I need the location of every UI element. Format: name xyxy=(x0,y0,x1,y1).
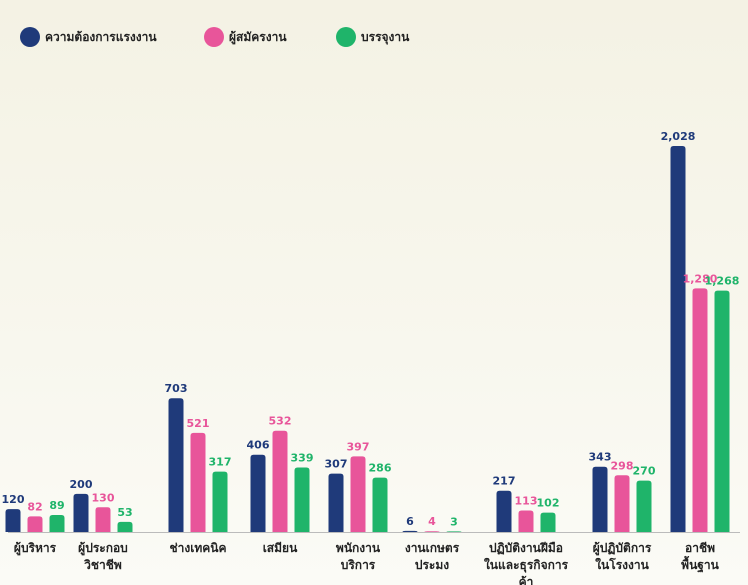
bar xyxy=(191,433,206,532)
data-label: 270 xyxy=(633,465,656,478)
legend-label: ผู้สมัครงาน xyxy=(229,28,287,47)
data-label: 120 xyxy=(2,493,25,506)
bar xyxy=(50,515,65,532)
data-label: 3 xyxy=(450,515,458,528)
data-label: 113 xyxy=(515,494,538,507)
data-label: 89 xyxy=(49,499,64,512)
data-label: 317 xyxy=(209,456,232,469)
data-label: 343 xyxy=(589,451,612,464)
bar xyxy=(251,455,266,532)
bar xyxy=(447,531,462,532)
data-label: 4 xyxy=(428,515,436,528)
data-label: 703 xyxy=(165,382,188,395)
bar xyxy=(28,516,43,532)
plot: 12082 89 20013053 703 521 317 406 532 339 307 397 2… xyxy=(0,0,748,585)
data-label: 521 xyxy=(187,417,210,430)
bar xyxy=(273,431,288,532)
legend-item: บรรจุงาน xyxy=(336,27,409,47)
legend-label: บรรจุงาน xyxy=(361,28,409,47)
legend-swatch xyxy=(336,27,356,47)
bar xyxy=(693,288,708,532)
bar xyxy=(295,467,310,532)
x-tick-label: ปฏิบัติงานฝีมือ ในและธุรกิจการค้า xyxy=(478,540,574,585)
bar xyxy=(74,494,89,532)
bar xyxy=(637,481,652,532)
data-label: 532 xyxy=(269,415,292,428)
bar xyxy=(671,146,686,532)
data-label: 217 xyxy=(493,475,516,488)
data-label: 1,268 xyxy=(705,275,740,288)
data-label: 2,028 xyxy=(661,130,696,143)
bar xyxy=(403,531,418,532)
legend-item: ผู้สมัครงาน xyxy=(204,27,287,47)
data-label: 82 xyxy=(27,500,42,513)
data-label: 397 xyxy=(347,440,370,453)
bar xyxy=(541,513,556,532)
data-label: 307 xyxy=(325,458,348,471)
bar xyxy=(169,398,184,532)
data-label: 339 xyxy=(291,451,314,464)
x-tick-label: อาชีพ พื้นฐาน xyxy=(652,540,748,574)
bar xyxy=(118,522,133,532)
bar xyxy=(715,291,730,532)
bar xyxy=(96,507,111,532)
bar xyxy=(351,456,366,532)
data-label: 53 xyxy=(117,506,132,519)
data-label: 298 xyxy=(611,459,634,472)
data-label: 6 xyxy=(406,515,414,528)
legend-swatch xyxy=(204,27,224,47)
data-label: 286 xyxy=(369,462,392,475)
bar xyxy=(373,478,388,532)
legend-swatch xyxy=(20,27,40,47)
x-tick-label: ผู้ประกอบ วิชาชีพ xyxy=(55,540,151,574)
x-tick-label: งานเกษตร ประมง xyxy=(384,540,480,574)
chart: 12082 89 20013053 703 521 317 406 532 339 307 397 2… xyxy=(0,0,748,585)
bar xyxy=(425,531,440,532)
data-label: 102 xyxy=(537,497,560,510)
bar xyxy=(213,472,228,532)
data-label: 200 xyxy=(70,478,93,491)
bar xyxy=(615,475,630,532)
bar xyxy=(497,491,512,532)
data-label: 406 xyxy=(247,439,270,452)
bar xyxy=(6,509,21,532)
bar xyxy=(329,474,344,532)
bar xyxy=(593,467,608,532)
legend-label: ความต้องการแรงงาน xyxy=(45,28,157,47)
data-label: 130 xyxy=(92,491,115,504)
legend-item: ความต้องการแรงงาน xyxy=(20,27,157,47)
bar xyxy=(519,510,534,532)
